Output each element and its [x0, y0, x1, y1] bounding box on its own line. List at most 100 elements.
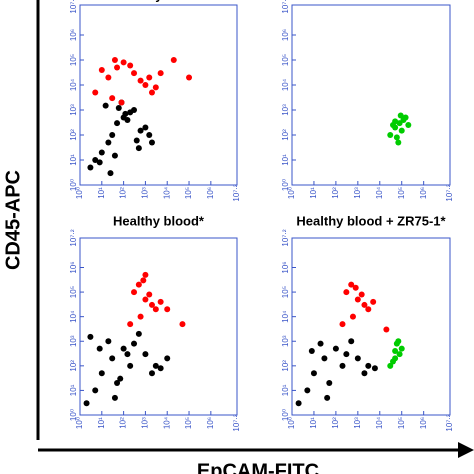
event-dot: [135, 281, 142, 288]
event-dot: [343, 351, 350, 358]
event-dot: [339, 362, 346, 369]
event-dot: [133, 137, 140, 144]
y-tick-label: 10¹: [69, 154, 78, 166]
event-dot: [109, 95, 116, 102]
event-dot: [383, 326, 390, 333]
event-dot: [135, 145, 142, 152]
y-tick-label: 10⁶: [69, 261, 78, 273]
y-tick-label: 10⁵: [69, 54, 78, 66]
event-dot: [87, 333, 94, 340]
panel-title: Healthy blood: [116, 0, 202, 2]
y-tick-label: 10⁶: [69, 29, 78, 41]
event-dot: [111, 394, 118, 401]
event-dot: [146, 291, 153, 298]
y-tick-label: 10¹: [69, 384, 78, 396]
event-dot: [348, 338, 355, 345]
x-tick-label: 10⁰: [287, 187, 296, 199]
y-tick-label: 10⁵: [281, 54, 290, 66]
event-dot: [295, 400, 302, 407]
event-dot: [361, 301, 368, 308]
x-axis-label: EpCAM-FITC: [197, 460, 319, 474]
x-tick-label: 10⁶: [419, 417, 428, 429]
event-dot: [142, 124, 149, 131]
event-dot: [98, 66, 105, 73]
y-tick-label: 10⁵: [69, 286, 78, 298]
y-tick-label: 10⁶: [281, 29, 290, 41]
x-tick-label: 10⁷·²: [445, 414, 454, 431]
event-dot: [96, 159, 103, 166]
event-dot: [137, 127, 144, 134]
x-tick-label: 10⁵: [184, 187, 193, 199]
event-dot: [395, 338, 402, 345]
event-dot: [107, 170, 114, 177]
event-dot: [124, 116, 131, 123]
y-tick-label: 10⁷·²: [69, 229, 78, 246]
event-dot: [157, 365, 164, 372]
event-dot: [114, 120, 121, 127]
event-dot: [142, 271, 149, 278]
x-tick-label: 10⁵: [184, 417, 193, 429]
event-dot: [109, 132, 116, 138]
event-dot: [387, 132, 394, 138]
event-dot: [326, 380, 333, 387]
y-tick-label: 10³: [281, 335, 290, 347]
event-dot: [179, 321, 186, 328]
x-tick-label: 10⁴: [375, 186, 384, 199]
event-dot: [361, 370, 368, 377]
event-dot: [157, 70, 164, 77]
x-tick-label: 10⁵: [397, 187, 406, 199]
y-tick-label: 10³: [281, 104, 290, 116]
event-dot: [157, 298, 164, 305]
event-dot: [164, 355, 171, 362]
x-tick-label: 10²: [331, 417, 340, 429]
x-tick-label: 10³: [141, 187, 150, 199]
event-dot: [332, 345, 339, 352]
event-dot: [142, 296, 149, 303]
x-tick-label: 10⁴: [162, 416, 171, 429]
event-dot: [186, 74, 193, 81]
event-dot: [98, 149, 105, 156]
event-dot: [146, 74, 153, 81]
event-dot: [135, 330, 142, 337]
x-tick-label: 10¹: [97, 417, 106, 429]
plot-frame: [291, 4, 451, 186]
event-dot: [124, 351, 131, 358]
event-dot: [358, 291, 365, 298]
event-dot: [393, 134, 400, 141]
event-dot: [321, 355, 328, 362]
x-tick-label: 10³: [353, 417, 362, 429]
event-dot: [392, 118, 399, 125]
event-dot: [152, 306, 159, 313]
event-dot: [127, 321, 134, 328]
event-dot: [127, 362, 134, 369]
event-dot: [98, 370, 105, 377]
y-tick-label: 10⁷·²: [281, 229, 290, 246]
x-tick-label: 10⁰: [287, 417, 296, 429]
event-dot: [405, 122, 412, 129]
event-dot: [152, 84, 159, 91]
event-dot: [370, 298, 377, 305]
event-dot: [349, 313, 356, 320]
event-dot: [92, 387, 99, 394]
event-dot: [365, 362, 372, 369]
x-tick-label: 10²: [119, 417, 128, 429]
event-dot: [122, 110, 129, 117]
y-tick-label: 10⁰: [69, 409, 78, 421]
y-tick-label: 10⁵: [281, 286, 290, 298]
x-tick-label: 10³: [353, 187, 362, 199]
panel-title: Healthy blood*: [113, 213, 205, 228]
event-dot: [142, 82, 149, 88]
event-dot: [152, 362, 159, 369]
y-tick-label: 10⁴: [69, 310, 78, 323]
event-dot: [111, 57, 118, 63]
event-dot: [343, 289, 350, 296]
y-tick-label: 10⁴: [281, 310, 290, 323]
y-tick-label: 10⁰: [69, 179, 78, 191]
event-dot: [87, 164, 94, 171]
event-dot: [140, 277, 147, 284]
event-dot: [117, 375, 124, 382]
event-dot: [354, 296, 361, 303]
y-tick-label: 10²: [69, 360, 78, 372]
event-dot: [131, 70, 138, 77]
plot-frame: [79, 4, 238, 186]
